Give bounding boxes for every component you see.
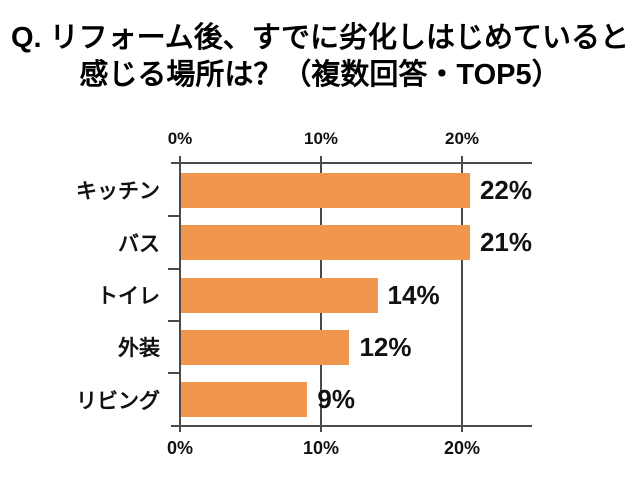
x-axis-tick-bottom-20: [461, 420, 463, 432]
category-label-toilet: トイレ: [97, 285, 160, 309]
toilet-bar: [181, 277, 378, 313]
y-axis-tick-1: [168, 215, 180, 217]
y-axis-tick-2: [168, 268, 180, 270]
x-tick-label-bottom-20: 20%: [443, 438, 481, 458]
category-labels: キッチン バス トイレ 外装 リビング: [0, 164, 168, 426]
chart-title: Q. リフォーム後、すでに劣化しはじめていると 感じる場所は？（複数回答・TOP…: [0, 20, 640, 94]
bar-row: 21%: [181, 216, 532, 268]
x-tick-label-top-0: 0%: [167, 129, 193, 148]
bar-row: 14%: [181, 269, 532, 321]
category-label-bath: バス: [118, 232, 160, 256]
x-axis-tick-bottom-10: [320, 420, 322, 432]
y-axis-tick-4: [168, 372, 180, 374]
category-label-kitchen: キッチン: [76, 180, 160, 204]
x-tick-label-bottom-10: 10%: [302, 438, 340, 458]
bar-row: 9%: [181, 374, 532, 426]
x-tick-label-top-10: 10%: [303, 129, 339, 148]
y-axis-tick-3: [168, 320, 180, 322]
x-tick-label-top-20: 20%: [444, 129, 480, 148]
toilet-value-label: 14%: [387, 279, 440, 310]
bar-row: 22%: [181, 164, 532, 216]
living-bar: [181, 382, 308, 418]
category-label-living: リビング: [76, 389, 160, 413]
kitchen-bar: [181, 172, 470, 208]
exterior-value-label: 12%: [359, 331, 412, 362]
bath-bar: [181, 225, 470, 261]
chart-title-line1: Q. リフォーム後、すでに劣化しはじめていると: [10, 22, 630, 54]
x-tick-label-bottom-0: 0%: [166, 438, 194, 458]
bar-row: 12%: [181, 321, 532, 373]
x-axis-tick-bottom-0: [179, 420, 181, 432]
exterior-bar: [181, 329, 350, 365]
x-axis-top-line: [171, 162, 532, 164]
category-label-exterior: 外装: [118, 337, 160, 361]
x-axis-bottom-line: [171, 425, 532, 427]
chart-title-line2: 感じる場所は？（複数回答・TOP5）: [79, 59, 561, 91]
kitchen-value-label: 22%: [479, 174, 532, 205]
living-value-label: 9%: [317, 384, 355, 415]
gridline-20pct: [461, 162, 463, 427]
y-axis-line: [179, 162, 181, 427]
plot-area: 22% 21% 14% 12% 9%: [181, 164, 532, 426]
bath-value-label: 21%: [479, 227, 532, 258]
